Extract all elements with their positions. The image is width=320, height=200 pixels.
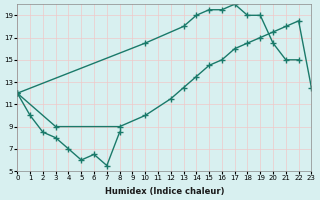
X-axis label: Humidex (Indice chaleur): Humidex (Indice chaleur) — [105, 187, 224, 196]
